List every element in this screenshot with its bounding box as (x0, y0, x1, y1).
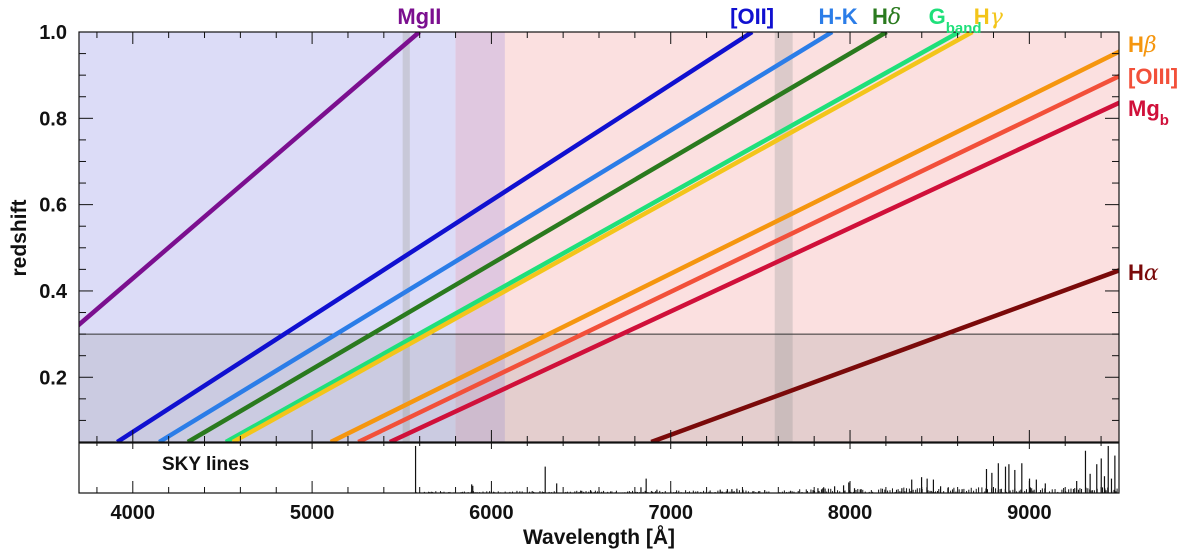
x-tick-label: 8000 (828, 502, 873, 524)
axes: 4000 5000 6000 7000 8000 9000 0.2 0.4 0.6 0.8 1.0 (39, 22, 1120, 524)
series-label-Hα: Hα (1128, 260, 1159, 286)
x-tick-label: 9000 (1007, 502, 1052, 524)
region-low-z-band (79, 334, 1119, 442)
series-label-Hγ: Hγ (974, 4, 1004, 30)
y-tick-label: 0.4 (39, 281, 68, 303)
series-label-G_band: Gband (929, 4, 982, 37)
series-label-[OIII]: [OIII] (1128, 64, 1178, 89)
series-line-Hγ (231, 32, 974, 442)
series-label-Hβ: Hβ (1128, 32, 1157, 58)
series-label-MgII: MgII (397, 4, 441, 29)
y-tick-label: 0.6 (39, 195, 67, 217)
sky-spectrum (414, 445, 1118, 493)
series-line-[OII] (116, 32, 754, 442)
series-label-Hδ: Hδ (872, 4, 901, 30)
series-label-Mg_b: Mgb (1128, 96, 1169, 129)
x-tick-label: 6000 (469, 502, 514, 524)
y-tick-label: 0.8 (39, 108, 67, 130)
y-tick-label: 1.0 (39, 22, 67, 44)
x-tick-label: 7000 (648, 502, 693, 524)
series-line-G_band (224, 32, 961, 442)
region-telluric-band-1 (402, 32, 410, 442)
x-tick-label: 4000 (111, 502, 156, 524)
series-label-H-K: H-K (819, 4, 858, 29)
y-tick-label: 0.2 (39, 367, 67, 389)
series-line-H-K (158, 32, 834, 442)
series-line-MgII (79, 32, 421, 328)
series-label-[OII]: [OII] (730, 4, 774, 29)
y-axis-title: redshift (8, 199, 31, 276)
x-tick-label: 5000 (290, 502, 335, 524)
series-line-Hα (650, 268, 1119, 442)
series-line-[OIII] (357, 73, 1119, 442)
series-line-Hδ (186, 32, 888, 442)
series-line-Hβ (329, 49, 1119, 442)
series-lines (79, 32, 1119, 442)
series-line-Mg_b (388, 100, 1119, 442)
x-axis-title: Wavelength [Å] (523, 525, 675, 549)
sky-lines-label: SKY lines (162, 454, 249, 475)
